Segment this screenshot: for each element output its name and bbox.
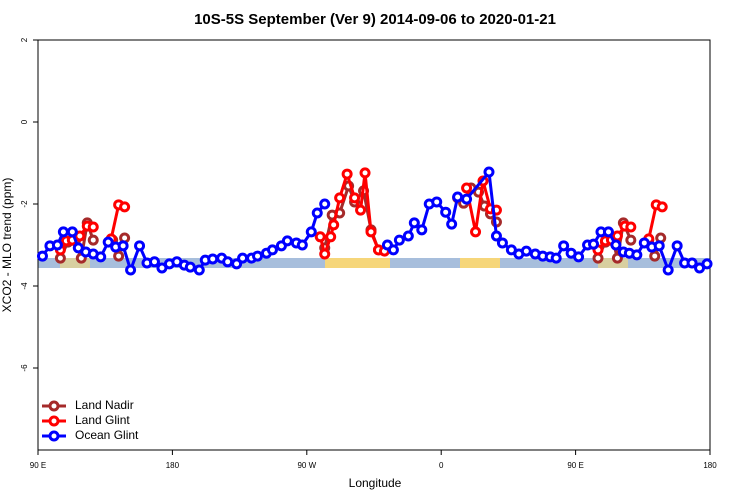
data-point xyxy=(461,182,473,194)
x-tick-label: 90 E xyxy=(567,461,583,470)
legend-marker xyxy=(48,430,60,442)
x-tick-label: 180 xyxy=(166,461,180,470)
data-point xyxy=(117,240,129,252)
data-point xyxy=(671,240,683,252)
data-point xyxy=(314,231,326,243)
x-tick-label: 90 E xyxy=(30,461,46,470)
data-point xyxy=(57,226,69,238)
data-point xyxy=(36,250,48,262)
data-point xyxy=(452,191,464,203)
data-point xyxy=(87,234,99,246)
data-point xyxy=(573,251,585,263)
data-point xyxy=(365,226,377,238)
data-point xyxy=(653,240,665,252)
x-tick-label: 0 xyxy=(439,461,444,470)
x-tick-label: 180 xyxy=(703,461,717,470)
legend-label: Land Nadir xyxy=(75,398,134,412)
data-point xyxy=(631,249,643,261)
data-point xyxy=(431,196,443,208)
legend-label: Land Glint xyxy=(75,413,130,427)
data-point xyxy=(134,240,146,252)
data-point xyxy=(602,226,614,238)
data-point xyxy=(490,230,502,242)
data-point xyxy=(355,204,367,216)
band-highlight xyxy=(598,258,628,268)
y-axis-label: XCO2 - MLO trend (ppm) xyxy=(0,178,14,313)
data-point xyxy=(416,224,428,236)
data-point xyxy=(625,234,637,246)
plot-frame xyxy=(37,39,711,451)
data-point xyxy=(440,206,452,218)
data-point xyxy=(408,217,420,229)
data-point xyxy=(446,218,458,230)
data-point xyxy=(184,261,196,273)
series-line xyxy=(41,170,708,272)
data-point xyxy=(252,250,264,262)
data-point xyxy=(588,238,600,250)
data-point xyxy=(95,251,107,263)
data-point xyxy=(496,237,508,249)
data-point xyxy=(387,244,399,256)
data-point xyxy=(311,207,323,219)
data-point xyxy=(550,252,562,264)
data-point xyxy=(341,168,353,180)
x-tick-label: 90 W xyxy=(297,461,316,470)
data-point xyxy=(483,166,495,178)
data-point xyxy=(349,192,361,204)
data-point xyxy=(237,252,249,264)
data-point xyxy=(625,221,637,233)
band-highlight xyxy=(60,258,90,268)
data-point xyxy=(193,264,205,276)
legend-marker xyxy=(48,415,60,427)
y-tick-label: -6 xyxy=(20,364,29,372)
data-point xyxy=(305,226,317,238)
data-point xyxy=(222,256,234,268)
data-point xyxy=(281,235,293,247)
data-point xyxy=(207,253,219,265)
band-highlight xyxy=(325,258,390,268)
data-point xyxy=(113,250,125,262)
data-point xyxy=(51,239,63,251)
y-tick-label: 2 xyxy=(20,37,29,42)
data-point xyxy=(611,230,623,242)
y-tick-label: -2 xyxy=(20,200,29,208)
chart-title: 10S-5S September (Ver 9) 2014-09-06 to 2… xyxy=(194,11,556,28)
data-point xyxy=(87,221,99,233)
data-point xyxy=(359,167,371,179)
band-highlight xyxy=(460,258,500,268)
data-point xyxy=(319,248,331,260)
data-point xyxy=(102,236,114,248)
data-point xyxy=(558,240,570,252)
data-point xyxy=(611,252,623,264)
data-point xyxy=(662,264,674,276)
data-point xyxy=(470,226,482,238)
legend-marker xyxy=(48,400,60,412)
y-tick-label: -4 xyxy=(20,282,29,290)
data-point xyxy=(393,234,405,246)
data-point xyxy=(649,250,661,262)
data-point xyxy=(520,245,532,257)
y-tick-label: 0 xyxy=(20,119,29,124)
data-point xyxy=(125,264,137,276)
data-point xyxy=(701,258,713,270)
data-point xyxy=(266,244,278,256)
data-point xyxy=(461,193,473,205)
data-point xyxy=(148,256,160,268)
data-point xyxy=(334,192,346,204)
data-point xyxy=(119,201,131,213)
series-line xyxy=(59,184,663,260)
data-point xyxy=(325,231,337,243)
data-point xyxy=(402,230,414,242)
data-point xyxy=(610,239,622,251)
data-point xyxy=(686,257,698,269)
data-point xyxy=(296,239,308,251)
legend-label: Ocean Glint xyxy=(75,428,139,442)
data-point xyxy=(328,219,340,231)
data-point xyxy=(66,226,78,238)
data-point xyxy=(319,198,331,210)
data-point xyxy=(656,201,668,213)
x-axis-label: Longitude xyxy=(349,476,402,490)
